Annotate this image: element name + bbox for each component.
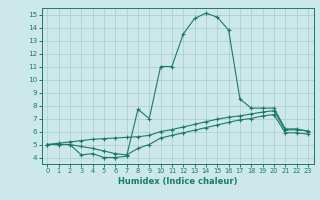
X-axis label: Humidex (Indice chaleur): Humidex (Indice chaleur) (118, 177, 237, 186)
